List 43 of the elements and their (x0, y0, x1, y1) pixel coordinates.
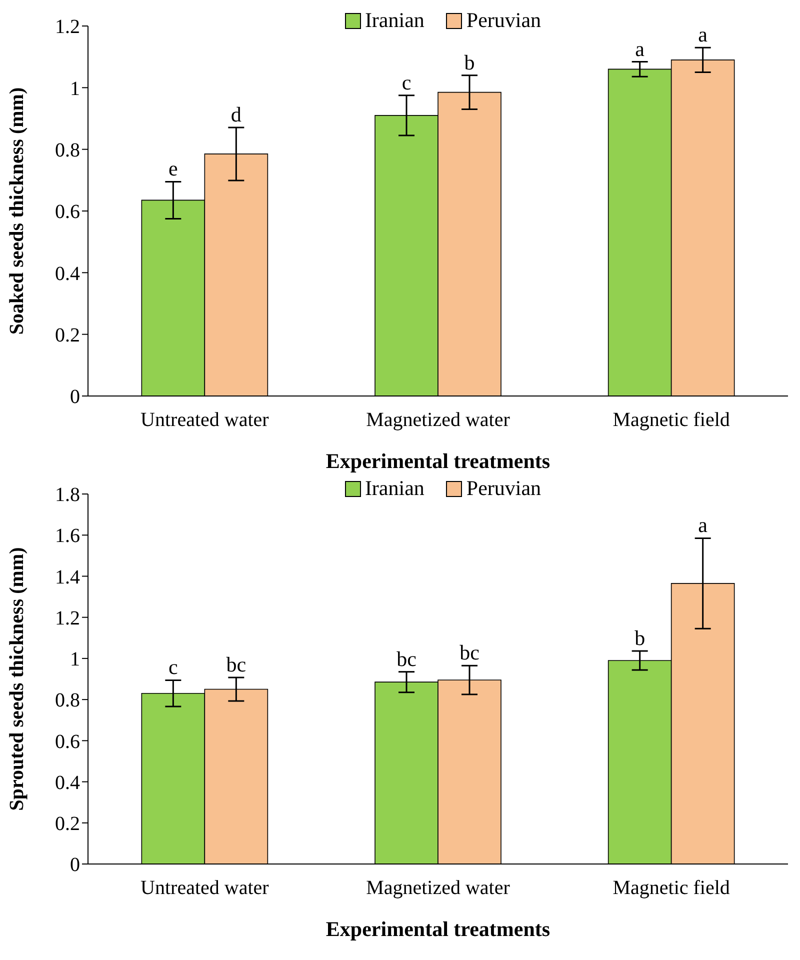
y-tick-label: 0 (70, 854, 80, 876)
data-label: a (635, 36, 646, 61)
y-tick-label: 1.8 (55, 484, 80, 506)
x-tick-label: Magnetized water (366, 877, 510, 900)
data-label: a (698, 22, 708, 47)
data-label: bc (460, 640, 480, 665)
y-tick-label: 0.2 (55, 324, 80, 346)
legend-label: Iranian (364, 8, 424, 33)
x-axis-title: Experimental treatments (326, 449, 550, 473)
y-tick-label: 0.6 (55, 730, 80, 753)
data-label: d (230, 102, 242, 126)
legend-label: Peruvian (466, 8, 542, 33)
y-axis-title: Soaked seeds thickness (mm) (6, 87, 28, 335)
y-tick-label: 1.6 (55, 525, 80, 548)
x-tick-label: Magnetized water (366, 409, 510, 432)
y-tick-label: 1 (70, 78, 80, 100)
y-tick-label: 0.6 (55, 201, 80, 224)
x-axis-title: Experimental treatments (326, 917, 550, 941)
y-tick-label: 1.4 (55, 566, 80, 588)
y-axis-title: Sprouted seeds thickness (mm) (6, 547, 28, 811)
legend-label: Iranian (364, 476, 424, 501)
y-tick-label: 0.4 (55, 262, 80, 285)
y-tick-label: 1 (70, 648, 80, 671)
data-label: e (168, 156, 178, 181)
y-tick-label: 0.4 (55, 772, 80, 794)
data-label: a (698, 513, 708, 538)
y-tick-label: 1.2 (55, 607, 80, 630)
data-label: c (168, 655, 178, 680)
data-label: bc (396, 646, 416, 671)
legend-label: Peruvian (466, 476, 542, 501)
y-tick-label: 0.8 (55, 139, 80, 162)
x-tick-label: Untreated water (140, 409, 270, 432)
y-tick-label: 1.2 (55, 16, 80, 38)
y-tick-label: 0.2 (55, 812, 80, 835)
x-tick-label: Untreated water (140, 877, 270, 900)
data-label: b (464, 50, 475, 74)
y-tick-label: 0.8 (55, 690, 80, 712)
y-tick-label: 0 (70, 386, 80, 408)
data-label: bc (226, 652, 246, 677)
x-tick-label: Magnetic field (612, 409, 730, 432)
data-label: c (402, 70, 412, 94)
x-tick-label: Magnetic field (612, 877, 730, 900)
data-label: b (634, 626, 646, 650)
